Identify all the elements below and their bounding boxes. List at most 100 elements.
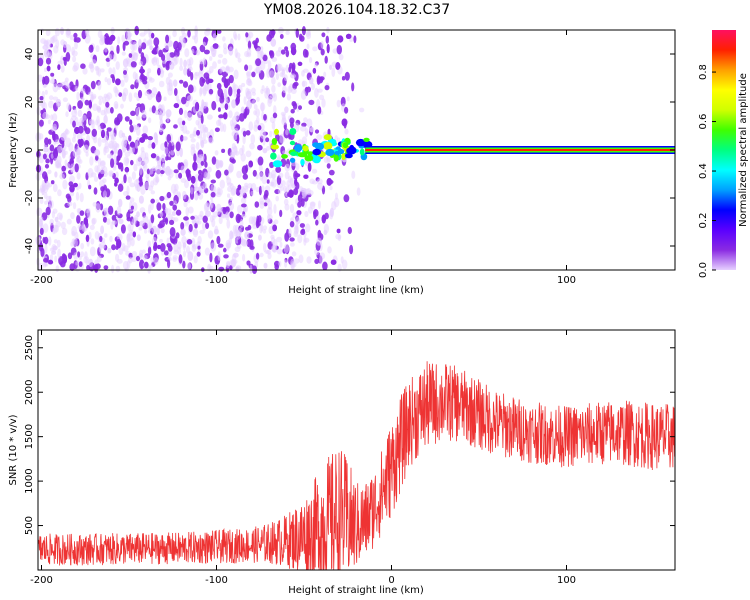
spectrogram-cell bbox=[169, 219, 175, 225]
spectrogram-cell bbox=[190, 138, 196, 143]
spectrogram-cell bbox=[66, 218, 72, 225]
spectrogram-cell bbox=[202, 131, 206, 141]
spectrogram-cell bbox=[146, 71, 150, 79]
spectrogram-cell bbox=[89, 224, 95, 231]
spectrogram-cell bbox=[115, 61, 120, 70]
spectrogram-cell bbox=[111, 75, 116, 84]
spectrogram-cell bbox=[287, 85, 293, 94]
spectrogram-cell bbox=[337, 35, 344, 43]
spectrogram-cell bbox=[184, 48, 190, 58]
spectrogram-cell bbox=[80, 88, 86, 94]
spectrogram-cell bbox=[139, 220, 145, 227]
colorbar-gradient bbox=[712, 30, 736, 270]
spectrogram-cell bbox=[236, 170, 242, 179]
spectrogram-cell bbox=[193, 255, 198, 264]
spectrogram-cell bbox=[158, 80, 165, 88]
spectrogram-cell bbox=[143, 156, 149, 164]
spectrogram-cell bbox=[249, 264, 253, 274]
spectrogram-cell bbox=[130, 110, 136, 117]
spectrogram-cell bbox=[259, 102, 266, 112]
spectrogram-cell bbox=[326, 43, 330, 54]
spectrogram-cell bbox=[159, 195, 165, 202]
spectrogram-cell bbox=[323, 71, 327, 78]
spectrogram-cell bbox=[218, 266, 225, 272]
spectrogram-cell bbox=[314, 142, 325, 151]
spectrogram-cell bbox=[226, 182, 233, 187]
spectrogram-cell bbox=[112, 53, 117, 62]
spectrogram-cell bbox=[99, 235, 103, 243]
spectrogram-y-label: Frequency (Hz) bbox=[8, 112, 19, 188]
spectrogram-cell bbox=[241, 165, 248, 175]
spectrogram-cell bbox=[203, 37, 209, 43]
spectrogram-cell bbox=[122, 144, 127, 153]
spectrogram-cell bbox=[95, 45, 100, 53]
spectrogram-cell bbox=[195, 49, 201, 56]
spectrogram-cell bbox=[328, 169, 335, 176]
spectrogram-cell bbox=[296, 210, 302, 216]
spectrogram-cell bbox=[279, 241, 283, 248]
spectrogram-cell bbox=[210, 199, 214, 209]
spectrogram-cell bbox=[271, 76, 276, 85]
spectrogram-cell bbox=[312, 148, 322, 156]
spectrogram-cell bbox=[193, 153, 197, 163]
spectrogram-cell bbox=[306, 31, 312, 40]
spectrogram-cell bbox=[78, 261, 83, 267]
spectrogram-cell bbox=[124, 151, 131, 157]
spectrogram-cell bbox=[178, 254, 183, 264]
spectrogram-cell bbox=[218, 216, 223, 225]
spectrogram-cell bbox=[124, 116, 130, 122]
spectrogram-cell bbox=[39, 218, 43, 229]
spectrogram-cell bbox=[64, 129, 70, 135]
spectrogram-cell bbox=[91, 217, 97, 225]
spectrogram-cell bbox=[169, 61, 175, 70]
spectrogram-cell bbox=[341, 118, 348, 127]
spectrogram-cell bbox=[359, 107, 365, 113]
spectrogram-cell bbox=[90, 172, 97, 178]
spectrogram-cell bbox=[308, 127, 315, 133]
spectrogram-cell bbox=[329, 64, 333, 70]
spectrogram-cell bbox=[41, 186, 45, 196]
spectrogram-cell bbox=[100, 186, 105, 192]
spectrogram-cell bbox=[314, 129, 320, 134]
spectrogram-cell bbox=[147, 240, 152, 248]
spectrogram-cell bbox=[199, 87, 203, 95]
spectrogram-cell bbox=[248, 64, 253, 71]
spectrogram-cell bbox=[299, 223, 305, 228]
spectrogram-cell bbox=[57, 60, 63, 65]
spectrogram-cell bbox=[55, 139, 60, 145]
spectrogram-cell bbox=[124, 166, 130, 173]
spectrogram-cell bbox=[363, 137, 370, 142]
spectrogram-cell bbox=[270, 144, 279, 150]
spectrogram-cell bbox=[326, 163, 331, 169]
spectrogram-cell bbox=[116, 258, 123, 264]
spectrogram-cell bbox=[53, 148, 58, 159]
spectrogram-cell bbox=[284, 171, 290, 180]
spectrogram-cell bbox=[325, 35, 329, 44]
spectrogram-cell bbox=[112, 132, 116, 141]
spectrogram-cell bbox=[288, 175, 292, 183]
spectrogram-cell bbox=[47, 138, 52, 145]
spectrogram-cell bbox=[193, 34, 199, 44]
spectrogram-cell bbox=[300, 158, 305, 166]
spectrogram-cell bbox=[208, 137, 214, 144]
spectrogram-cell bbox=[147, 246, 152, 256]
spectrogram-cell bbox=[291, 251, 297, 257]
spectrogram-cell bbox=[279, 133, 285, 144]
spectrogram-cell bbox=[261, 85, 265, 92]
spectrogram-cell bbox=[106, 106, 111, 114]
spectrogram-cell bbox=[130, 61, 137, 68]
x-tick-label: 100 bbox=[557, 275, 576, 286]
spectrogram-cell bbox=[289, 203, 295, 214]
spectrogram-cell bbox=[83, 125, 88, 132]
spectrogram-cell bbox=[123, 191, 129, 196]
spectrogram-cell bbox=[109, 235, 113, 243]
spectrogram-cell bbox=[114, 182, 118, 187]
spectrogram-cell bbox=[178, 172, 183, 179]
spectrogram-cell bbox=[42, 223, 49, 233]
spectrogram-cell bbox=[194, 101, 200, 112]
spectrogram-cell bbox=[226, 219, 231, 229]
spectrogram-cell bbox=[117, 162, 124, 168]
spectrogram-cell bbox=[148, 139, 152, 146]
spectrogram-cell bbox=[43, 48, 50, 58]
spectrogram-cell bbox=[188, 223, 193, 233]
